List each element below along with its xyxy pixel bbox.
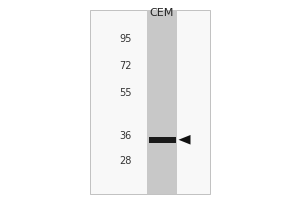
Bar xyxy=(148,137,176,143)
Text: 72: 72 xyxy=(119,61,132,71)
Text: CEM: CEM xyxy=(150,8,174,18)
Text: 95: 95 xyxy=(120,34,132,44)
Text: 36: 36 xyxy=(120,131,132,141)
Text: 55: 55 xyxy=(119,88,132,98)
Bar xyxy=(147,10,177,194)
Bar xyxy=(90,10,210,194)
Text: 28: 28 xyxy=(120,156,132,166)
Polygon shape xyxy=(178,135,190,145)
